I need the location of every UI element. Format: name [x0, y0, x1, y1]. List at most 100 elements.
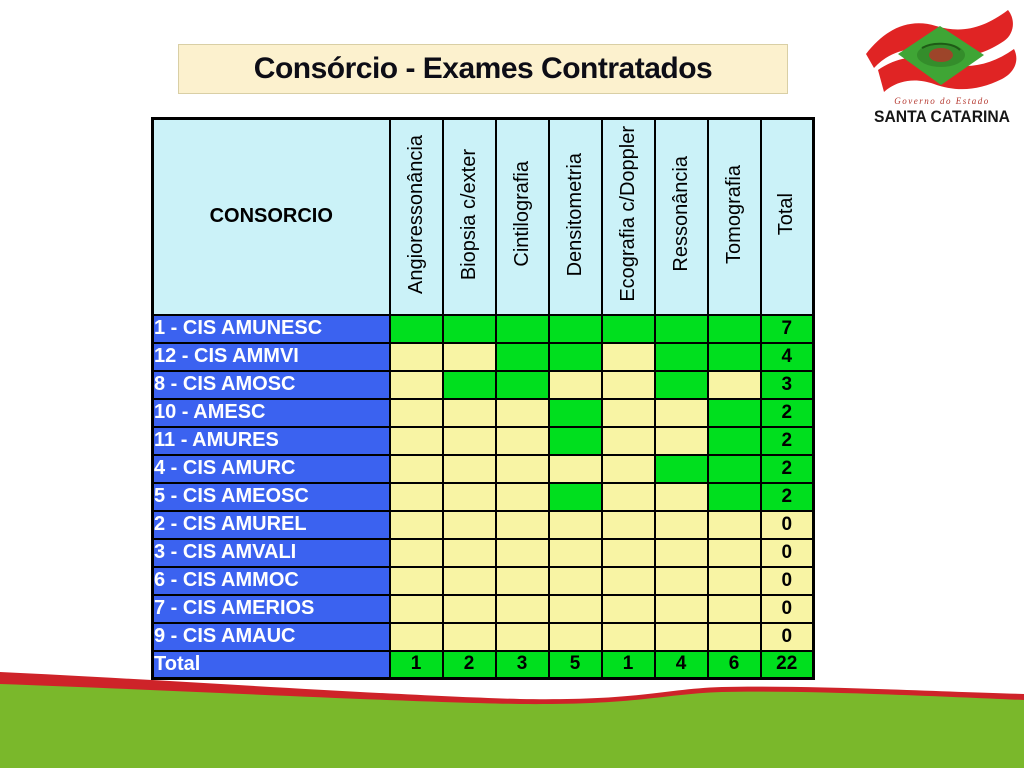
exam-cell	[441, 481, 497, 512]
row-total: 2	[759, 481, 815, 512]
exam-cell	[706, 341, 762, 372]
wave-green-hill	[0, 684, 1024, 768]
exam-cell	[706, 369, 762, 400]
row-total: 2	[759, 425, 815, 456]
table-row: 8 - CIS AMOSC 3	[151, 369, 815, 400]
table-row: 1 - CIS AMUNESC 7	[151, 313, 815, 344]
exam-cell	[600, 425, 656, 456]
row-total: 0	[759, 593, 815, 624]
column-header-6: Tomografia	[706, 117, 762, 316]
exam-cell	[706, 481, 762, 512]
exam-cell	[547, 397, 603, 428]
row-label: 11 - AMURES	[151, 425, 391, 456]
consorcio-header-cell: CONSORCIO	[151, 117, 391, 316]
table-row: 2 - CIS AMUREL 0	[151, 509, 815, 540]
column-header-5: Ressonância	[653, 117, 709, 316]
row-label: 1 - CIS AMUNESC	[151, 313, 391, 344]
exam-cell	[653, 453, 709, 484]
exam-cell	[441, 397, 497, 428]
row-total: 0	[759, 565, 815, 596]
table-row: 3 - CIS AMVALI 0	[151, 537, 815, 568]
exam-cell	[653, 313, 709, 344]
exam-cell	[706, 537, 762, 568]
column-header-1: Biopsia c/exter	[441, 117, 497, 316]
exam-cell	[494, 313, 550, 344]
exam-cell	[547, 621, 603, 652]
exam-cell	[494, 481, 550, 512]
exam-cell	[441, 509, 497, 540]
row-total: 2	[759, 397, 815, 428]
exam-cell	[441, 369, 497, 400]
exam-cell	[441, 621, 497, 652]
table-row: 4 - CIS AMURC 2	[151, 453, 815, 484]
row-label: 8 - CIS AMOSC	[151, 369, 391, 400]
exam-cell	[388, 397, 444, 428]
column-total-cell: 6	[706, 649, 762, 680]
exam-cell	[388, 341, 444, 372]
row-total: 7	[759, 313, 815, 344]
exam-cell	[547, 341, 603, 372]
table-row: 11 - AMURES 2	[151, 425, 815, 456]
exam-cell	[706, 621, 762, 652]
exam-cell	[441, 565, 497, 596]
exam-cell	[653, 593, 709, 624]
row-total: 0	[759, 509, 815, 540]
column-total-cell: 2	[441, 649, 497, 680]
exam-cell	[600, 313, 656, 344]
exam-cell	[706, 593, 762, 624]
exam-cell	[388, 621, 444, 652]
table-header-row: CONSORCIO Angioressonância Biopsia c/exte…	[151, 117, 815, 316]
column-total-cell: 5	[547, 649, 603, 680]
column-total-cell: 1	[388, 649, 444, 680]
exam-cell	[600, 341, 656, 372]
exam-cell	[494, 397, 550, 428]
exam-cell	[600, 593, 656, 624]
exam-cell	[600, 397, 656, 428]
exam-cell	[706, 565, 762, 596]
exam-cell	[600, 509, 656, 540]
exam-cell	[388, 565, 444, 596]
column-header-0: Angioressonância	[388, 117, 444, 316]
exam-cell	[706, 453, 762, 484]
column-total-cell: 4	[653, 649, 709, 680]
column-header-3: Densitometria	[547, 117, 603, 316]
exam-cell	[494, 341, 550, 372]
column-header-label: Cintilografia	[510, 161, 533, 268]
exam-cell	[547, 313, 603, 344]
column-header-label: Densitometria	[563, 152, 586, 276]
column-header-label: Ressonância	[669, 156, 692, 273]
exam-cell	[653, 481, 709, 512]
exam-cell	[600, 453, 656, 484]
exam-cell	[600, 565, 656, 596]
exam-cell	[388, 593, 444, 624]
exam-cell	[706, 509, 762, 540]
exam-cell	[653, 621, 709, 652]
exam-cell	[653, 341, 709, 372]
column-header-label: Total	[775, 193, 798, 236]
row-label: 3 - CIS AMVALI	[151, 537, 391, 568]
exam-cell	[494, 369, 550, 400]
row-label: 2 - CIS AMUREL	[151, 509, 391, 540]
exam-cell	[547, 593, 603, 624]
exam-cell	[388, 453, 444, 484]
exam-cell	[441, 593, 497, 624]
exam-cell	[494, 425, 550, 456]
flag-icon: Governo do Estado SANTA CATARINA	[866, 10, 1017, 126]
exam-cell	[547, 453, 603, 484]
row-total: 0	[759, 621, 815, 652]
exam-cell	[494, 537, 550, 568]
exam-cell	[388, 509, 444, 540]
exam-cell	[547, 481, 603, 512]
exam-cell	[494, 453, 550, 484]
exam-cell	[388, 369, 444, 400]
row-total: 0	[759, 537, 815, 568]
row-total: 2	[759, 453, 815, 484]
exam-cell	[706, 425, 762, 456]
exam-cell	[547, 425, 603, 456]
page-title: Consórcio - Exames Contratados	[178, 44, 788, 94]
exam-cell	[547, 537, 603, 568]
exam-cell	[600, 369, 656, 400]
exam-cell	[547, 509, 603, 540]
column-header-2: Cintilografia	[494, 117, 550, 316]
